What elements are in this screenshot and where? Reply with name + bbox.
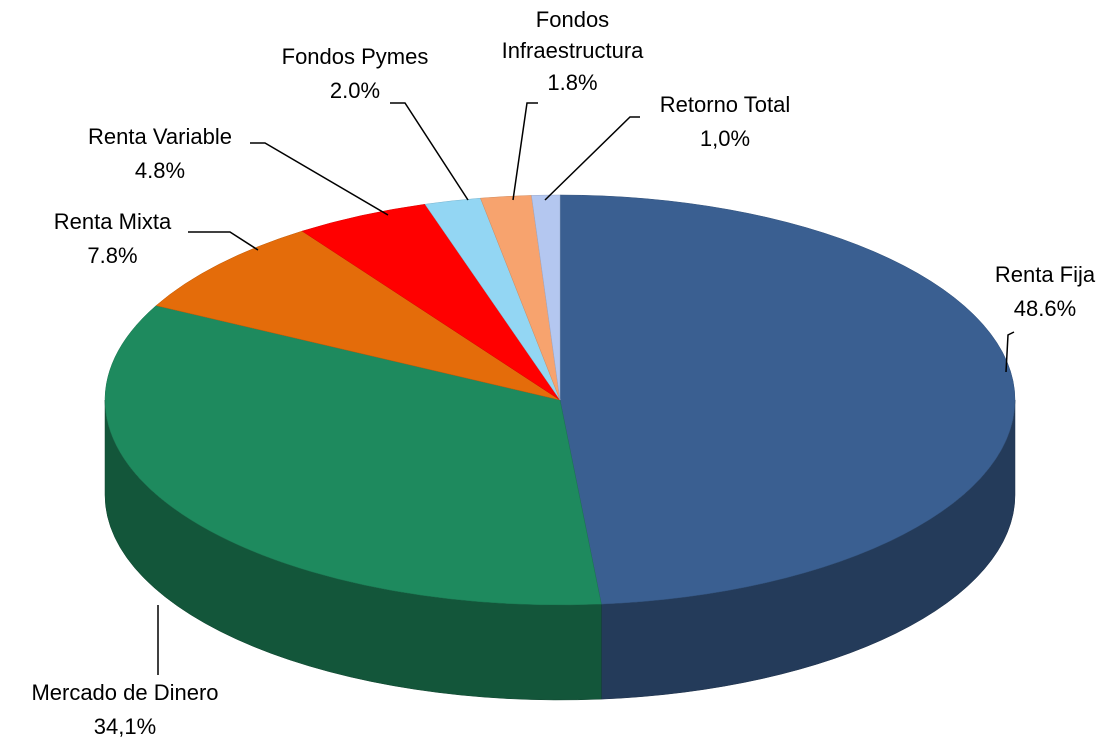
leader-line — [250, 142, 389, 216]
slice-label: Renta Mixta 7.8% — [30, 205, 195, 273]
slice — [104, 305, 602, 606]
leader-lines — [157, 102, 1015, 675]
value-label: 2.0% — [329, 78, 381, 103]
slice-label: Retorno Total 1,0% — [630, 88, 820, 156]
category-label: Fondos Pymes — [281, 44, 429, 69]
slice — [559, 194, 1016, 605]
slice-label: Renta Fija 48.6% — [960, 258, 1113, 326]
value-label: 1,0% — [699, 126, 751, 151]
slice — [531, 194, 561, 401]
slice-label: Fondos Pymes 2.0% — [260, 40, 450, 108]
category-label: Mercado de Dinero — [31, 680, 219, 705]
slice — [155, 230, 561, 401]
value-label: 34,1% — [93, 714, 157, 739]
slice-label: Renta Variable 4.8% — [60, 120, 260, 188]
leader-line — [390, 102, 469, 201]
leader-line — [188, 231, 259, 251]
leader-line — [1005, 331, 1015, 373]
category-label: Renta Variable — [88, 124, 232, 149]
category-label: Retorno Total — [659, 92, 791, 117]
value-label: 4.8% — [134, 158, 186, 183]
category-label: Renta Mixta — [53, 209, 172, 234]
leader-line — [512, 102, 538, 201]
value-label: 48.6% — [1013, 296, 1077, 321]
slice-tops — [104, 194, 1016, 606]
category-label: Renta Fija — [994, 262, 1096, 287]
slice-label: Fondos Infraestructura 1.8% — [475, 4, 670, 100]
value-label: 1.8% — [547, 70, 598, 95]
category-label: Fondos Infraestructura — [501, 7, 644, 63]
value-label: 7.8% — [87, 243, 138, 268]
slice-label: Mercado de Dinero 34,1% — [0, 676, 250, 744]
leader-line — [544, 116, 640, 201]
